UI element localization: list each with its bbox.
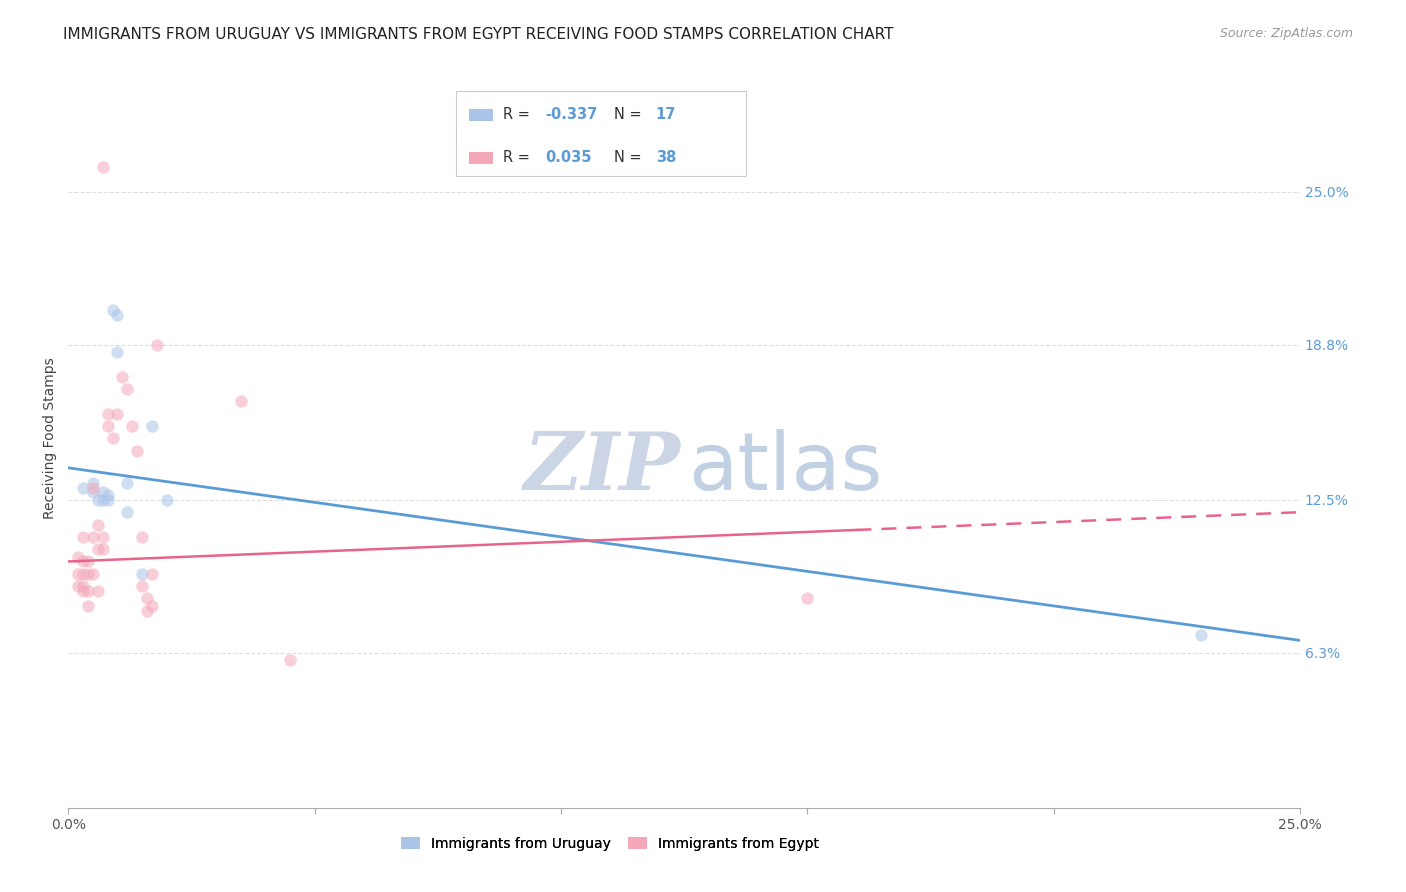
Point (131, 579, 153, 593)
Text: IMMIGRANTS FROM URUGUAY VS IMMIGRANTS FROM EGYPT RECEIVING FOOD STAMPS CORRELATI: IMMIGRANTS FROM URUGUAY VS IMMIGRANTS FR… (63, 27, 894, 42)
Point (117, 505, 139, 519)
FancyBboxPatch shape (468, 110, 494, 121)
Text: -0.337: -0.337 (546, 107, 598, 122)
Point (97, 407, 120, 421)
Point (1189, 628, 1212, 642)
Point (97, 418, 120, 433)
Point (136, 591, 159, 606)
FancyBboxPatch shape (456, 91, 745, 176)
Point (82, 485, 104, 500)
Point (146, 337, 169, 351)
Point (91, 160, 114, 174)
Point (156, 492, 179, 507)
Point (91, 542, 114, 557)
Point (117, 475, 139, 490)
Point (97, 492, 120, 507)
Point (97, 488, 120, 502)
Point (91, 492, 114, 507)
Point (82, 530, 104, 544)
Point (72, 579, 94, 593)
Point (796, 591, 818, 606)
Text: R =: R = (503, 150, 534, 164)
Point (101, 303, 124, 318)
Point (77, 584, 100, 599)
Point (72, 481, 94, 495)
Point (87, 584, 110, 599)
Point (107, 308, 129, 322)
Point (131, 530, 153, 544)
Point (82, 566, 104, 581)
Text: 0.035: 0.035 (546, 150, 592, 164)
Text: ZIP: ZIP (523, 429, 681, 507)
Legend: Immigrants from Uruguay, Immigrants from Egypt: Immigrants from Uruguay, Immigrants from… (395, 831, 825, 856)
Point (67, 549, 90, 564)
Point (131, 566, 153, 581)
Point (91, 485, 114, 500)
Text: N =: N = (614, 107, 647, 122)
Point (121, 418, 143, 433)
FancyBboxPatch shape (468, 152, 494, 164)
Point (72, 566, 94, 581)
Point (141, 418, 163, 433)
Y-axis label: Receiving Food Stamps: Receiving Food Stamps (44, 358, 58, 519)
Point (107, 407, 129, 421)
Point (117, 382, 139, 396)
Point (107, 345, 129, 359)
Text: 38: 38 (655, 150, 676, 164)
Point (111, 369, 134, 384)
Point (67, 579, 90, 593)
Point (87, 492, 110, 507)
Point (87, 517, 110, 532)
Point (229, 394, 252, 409)
Point (141, 599, 163, 613)
Text: R =: R = (503, 107, 534, 122)
Point (141, 566, 163, 581)
Point (127, 443, 149, 458)
Point (67, 566, 90, 581)
Point (278, 653, 301, 667)
Point (101, 431, 124, 445)
Point (77, 554, 100, 568)
Point (77, 599, 100, 613)
Text: N =: N = (614, 150, 647, 164)
Point (72, 584, 94, 599)
Point (82, 481, 104, 495)
Text: Source: ZipAtlas.com: Source: ZipAtlas.com (1219, 27, 1353, 40)
Point (72, 530, 94, 544)
Text: 17: 17 (655, 107, 676, 122)
Point (77, 566, 100, 581)
Point (91, 530, 114, 544)
Point (136, 604, 159, 618)
Text: atlas: atlas (688, 429, 882, 507)
Point (72, 554, 94, 568)
Point (87, 542, 110, 557)
Point (82, 475, 104, 490)
